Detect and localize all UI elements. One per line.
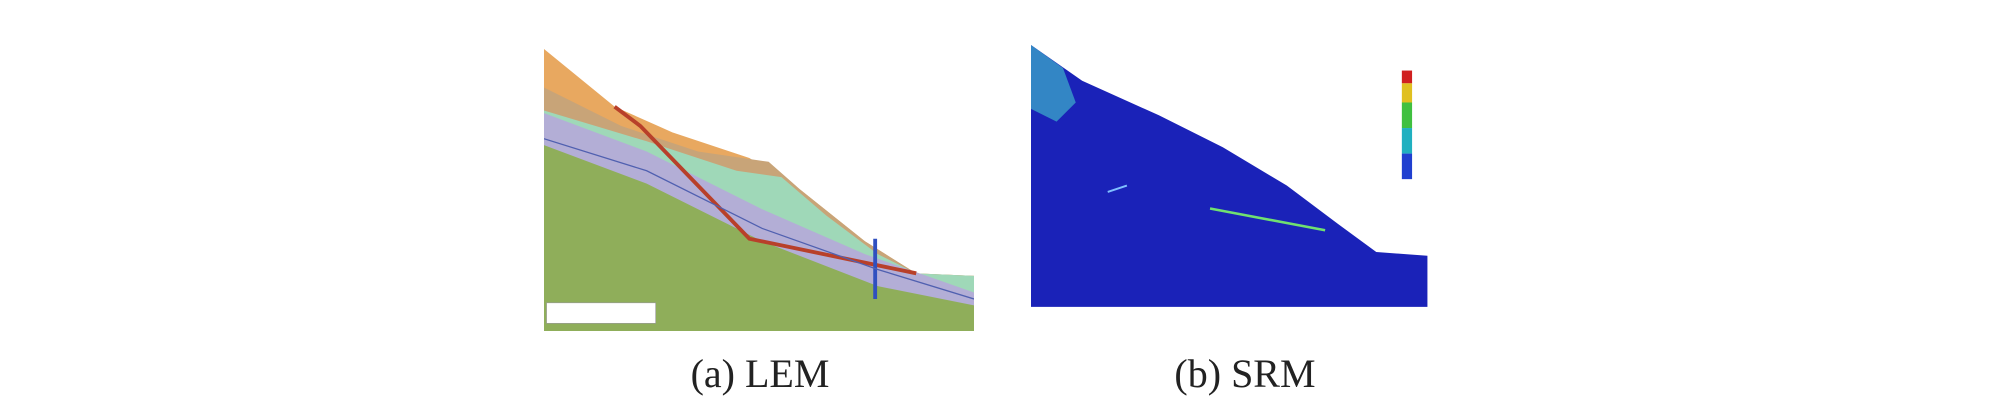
caption: (b) SRM	[1174, 351, 1316, 396]
lem-image	[544, 49, 974, 331]
srm-image	[1031, 45, 1453, 335]
caption: (a) LEM	[690, 351, 830, 396]
